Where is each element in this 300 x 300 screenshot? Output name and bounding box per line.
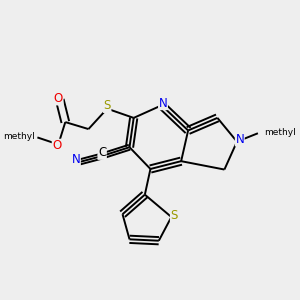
Text: N: N (236, 133, 244, 146)
Text: O: O (54, 92, 63, 105)
Text: methyl: methyl (3, 132, 34, 141)
Text: S: S (170, 209, 178, 222)
Text: methyl: methyl (264, 128, 296, 137)
Text: N: N (71, 153, 80, 166)
Text: C: C (98, 146, 106, 159)
Text: N: N (159, 97, 167, 110)
Text: S: S (103, 99, 111, 112)
Text: O: O (52, 139, 62, 152)
